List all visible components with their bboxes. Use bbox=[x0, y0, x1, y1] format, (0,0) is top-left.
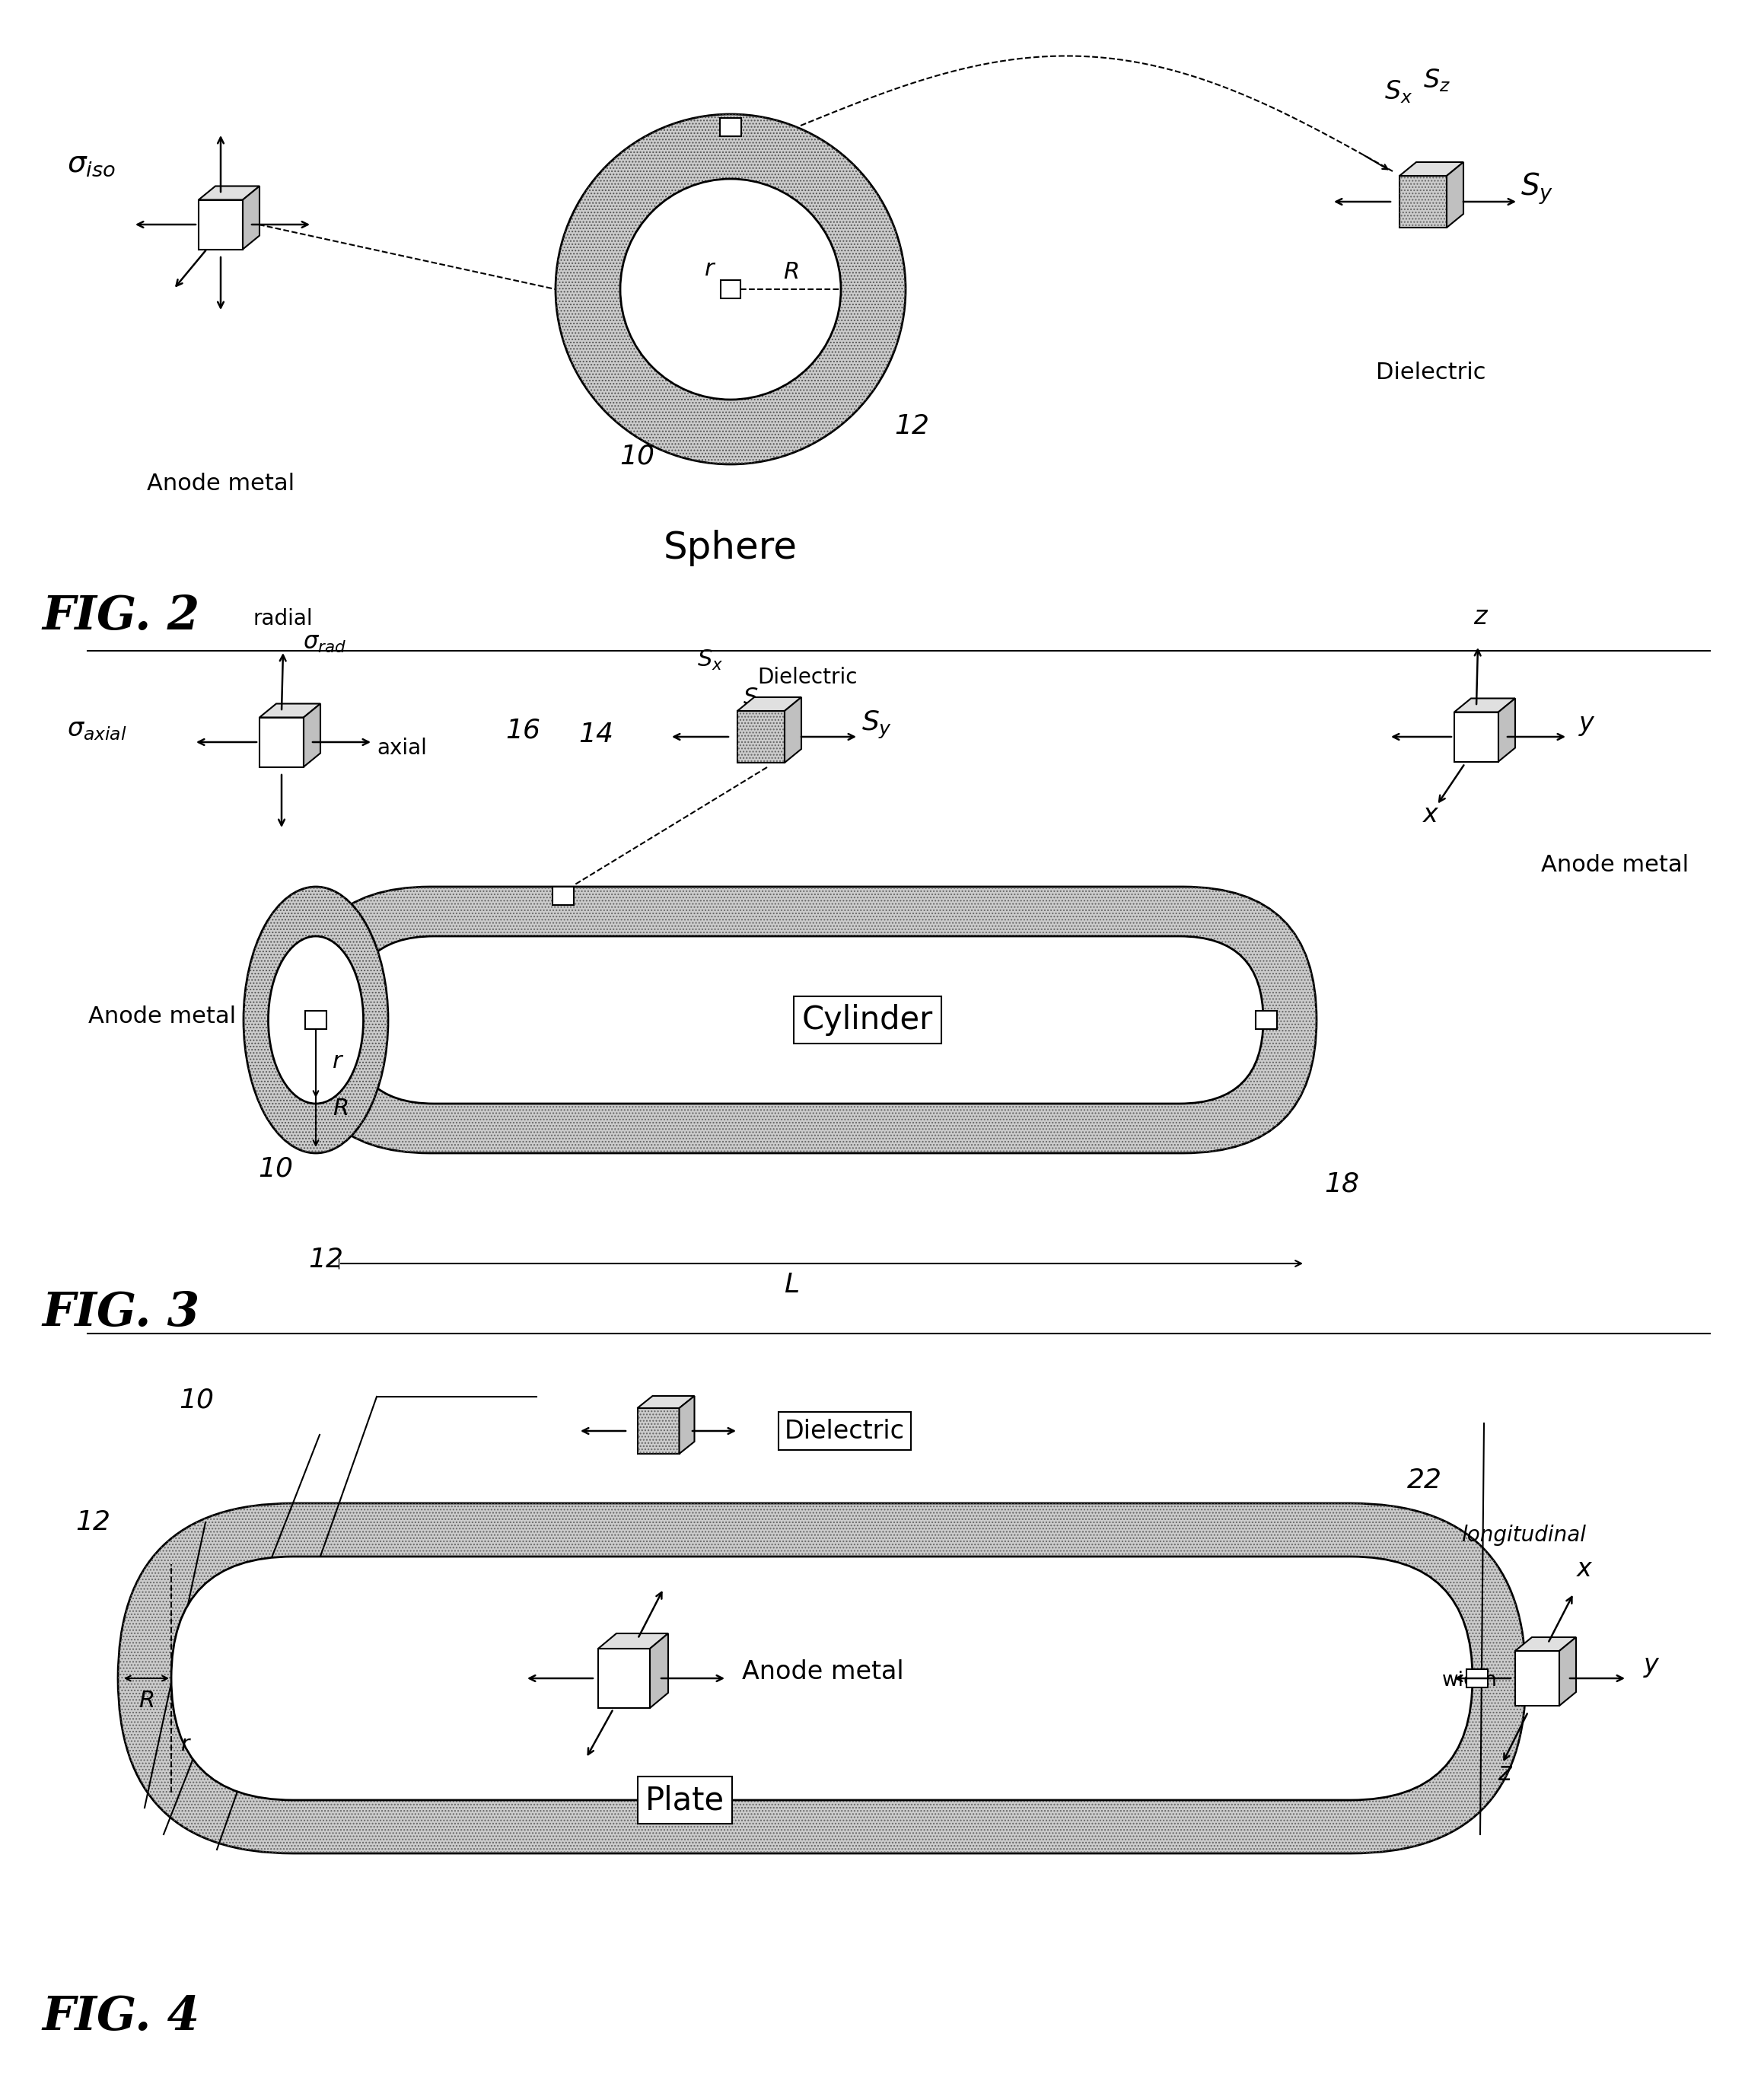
Text: 10: 10 bbox=[178, 1388, 215, 1413]
Text: R: R bbox=[333, 1098, 349, 1119]
Polygon shape bbox=[637, 1396, 695, 1409]
Polygon shape bbox=[304, 704, 321, 766]
Polygon shape bbox=[649, 1634, 668, 1707]
Text: 16: 16 bbox=[506, 718, 541, 743]
Text: r: r bbox=[705, 258, 714, 279]
Text: Cylinder: Cylinder bbox=[803, 1004, 934, 1035]
Polygon shape bbox=[1454, 712, 1499, 762]
Polygon shape bbox=[637, 1409, 679, 1453]
Bar bbox=[553, 886, 574, 905]
Text: 10: 10 bbox=[258, 1155, 293, 1182]
Polygon shape bbox=[1515, 1651, 1560, 1705]
Text: $S_z$: $S_z$ bbox=[742, 687, 768, 710]
Text: 10: 10 bbox=[619, 443, 654, 470]
Text: $\sigma_{rad}$: $\sigma_{rad}$ bbox=[304, 632, 346, 655]
Text: $S_z$: $S_z$ bbox=[1424, 67, 1450, 92]
Ellipse shape bbox=[269, 937, 363, 1105]
Text: x: x bbox=[1577, 1556, 1591, 1581]
Text: R: R bbox=[784, 260, 799, 284]
Text: R: R bbox=[138, 1691, 155, 1712]
Text: FIG. 4: FIG. 4 bbox=[42, 1995, 199, 2039]
Text: Anode metal: Anode metal bbox=[742, 1659, 904, 1684]
Polygon shape bbox=[785, 697, 801, 762]
Polygon shape bbox=[599, 1634, 668, 1648]
Text: y: y bbox=[1644, 1653, 1659, 1678]
Text: r: r bbox=[333, 1050, 342, 1073]
Polygon shape bbox=[199, 187, 260, 200]
Polygon shape bbox=[1499, 699, 1515, 762]
Text: $S_x$: $S_x$ bbox=[1384, 78, 1413, 105]
Text: Anode metal: Anode metal bbox=[147, 472, 295, 493]
Polygon shape bbox=[260, 718, 304, 766]
Text: z: z bbox=[1473, 605, 1487, 630]
Text: 20: 20 bbox=[867, 1418, 902, 1445]
Polygon shape bbox=[199, 200, 243, 250]
Text: z: z bbox=[1497, 1760, 1511, 1785]
Text: 12: 12 bbox=[75, 1510, 110, 1535]
Bar bbox=[305, 1010, 326, 1029]
FancyBboxPatch shape bbox=[351, 937, 1263, 1105]
Ellipse shape bbox=[244, 886, 387, 1153]
Polygon shape bbox=[738, 712, 785, 762]
Polygon shape bbox=[599, 1648, 649, 1707]
Text: 12: 12 bbox=[309, 1247, 344, 1273]
Polygon shape bbox=[243, 187, 260, 250]
Text: Anode metal: Anode metal bbox=[1541, 855, 1689, 876]
Text: Dielectric: Dielectric bbox=[757, 668, 857, 689]
Polygon shape bbox=[1454, 699, 1515, 712]
Polygon shape bbox=[679, 1396, 695, 1453]
Text: r: r bbox=[180, 1735, 188, 1756]
Text: Dielectric: Dielectric bbox=[785, 1418, 906, 1443]
Polygon shape bbox=[738, 697, 801, 712]
FancyBboxPatch shape bbox=[297, 886, 1316, 1153]
Circle shape bbox=[619, 178, 841, 399]
Text: y: y bbox=[1579, 712, 1595, 735]
Text: 12: 12 bbox=[893, 414, 928, 439]
Text: Dielectric: Dielectric bbox=[1375, 361, 1485, 384]
Text: Anode metal: Anode metal bbox=[89, 1006, 236, 1027]
Text: $S_y$: $S_y$ bbox=[1522, 170, 1553, 206]
Text: width: width bbox=[1441, 1672, 1497, 1691]
Text: 22: 22 bbox=[1406, 1468, 1441, 1493]
Polygon shape bbox=[1515, 1638, 1576, 1651]
Polygon shape bbox=[1560, 1638, 1576, 1705]
Text: L: L bbox=[784, 1273, 799, 1298]
Bar bbox=[1256, 1010, 1277, 1029]
Text: radial: radial bbox=[253, 609, 312, 630]
Text: axial: axial bbox=[377, 737, 428, 758]
Polygon shape bbox=[260, 704, 321, 718]
Text: $S_y$: $S_y$ bbox=[862, 710, 892, 741]
Text: 18: 18 bbox=[1324, 1170, 1359, 1197]
Text: FIG. 3: FIG. 3 bbox=[42, 1289, 199, 1336]
Text: Plate: Plate bbox=[646, 1785, 724, 1817]
Text: $\sigma_{axial}$: $\sigma_{axial}$ bbox=[66, 716, 127, 741]
Text: Sphere: Sphere bbox=[663, 529, 797, 567]
Text: x: x bbox=[1424, 802, 1438, 827]
FancyBboxPatch shape bbox=[171, 1556, 1473, 1800]
Text: 14: 14 bbox=[578, 722, 614, 748]
Text: longitudinal: longitudinal bbox=[1461, 1525, 1586, 1546]
Text: $S_x$: $S_x$ bbox=[696, 649, 722, 672]
Polygon shape bbox=[1399, 162, 1464, 176]
Polygon shape bbox=[1447, 162, 1464, 227]
Bar bbox=[721, 118, 742, 136]
Bar bbox=[1466, 1670, 1488, 1688]
FancyBboxPatch shape bbox=[119, 1504, 1525, 1854]
Circle shape bbox=[555, 113, 906, 464]
Bar bbox=[721, 279, 740, 298]
Polygon shape bbox=[1399, 176, 1447, 227]
Text: FIG. 2: FIG. 2 bbox=[42, 594, 199, 638]
Text: $\sigma_{iso}$: $\sigma_{iso}$ bbox=[66, 149, 115, 178]
